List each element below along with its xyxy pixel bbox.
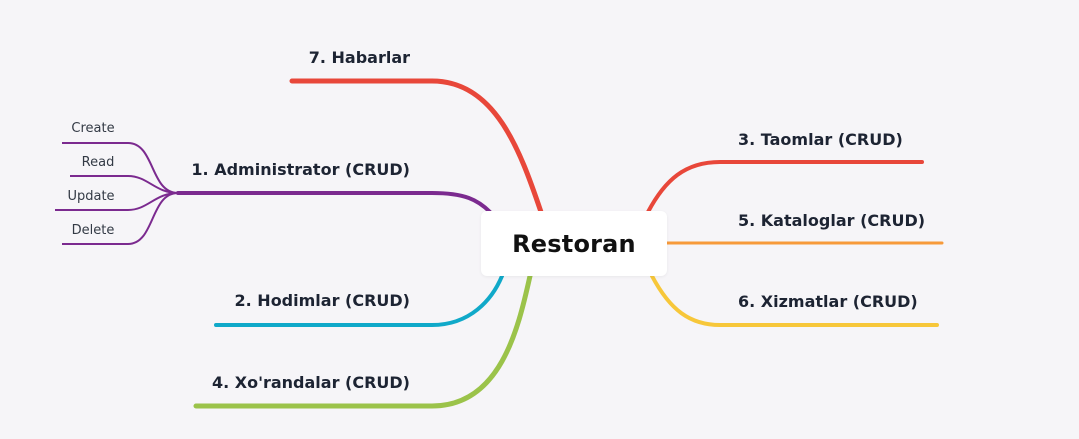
branch-xizmatlar[interactable]: 6. Xizmatlar (CRUD) <box>738 292 918 311</box>
connector-xorandalar <box>193 273 533 409</box>
connector-sub-create <box>62 142 179 194</box>
branch-taomlar[interactable]: 3. Taomlar (CRUD) <box>738 130 903 149</box>
branch-administrator[interactable]: 1. Administrator (CRUD) <box>191 160 410 179</box>
sub-item-read[interactable]: Read <box>81 155 115 170</box>
branch-kataloglar[interactable]: 5. Kataloglar (CRUD) <box>738 211 926 230</box>
sub-item-create[interactable]: Create <box>71 121 115 136</box>
root-node[interactable]: Restoran <box>481 211 667 276</box>
root-label: Restoran <box>512 229 636 258</box>
connector-sub-read <box>70 175 179 194</box>
connector-xizmatlar <box>650 274 939 327</box>
branch-xorandalar[interactable]: 4. Xo'randalar (CRUD) <box>211 373 410 392</box>
connector-hodimlar <box>214 274 504 327</box>
sub-item-update[interactable]: Update <box>67 189 115 204</box>
branch-hodimlar[interactable]: 2. Hodimlar (CRUD) <box>234 291 410 310</box>
branch-habarlar[interactable]: 7. Habarlar <box>308 48 410 67</box>
sub-item-delete[interactable]: Delete <box>71 223 115 238</box>
connector-administrator <box>176 191 492 214</box>
connector-sub-delete <box>62 192 179 245</box>
connector-habarlar <box>289 78 544 215</box>
connector-taomlar <box>646 160 924 214</box>
